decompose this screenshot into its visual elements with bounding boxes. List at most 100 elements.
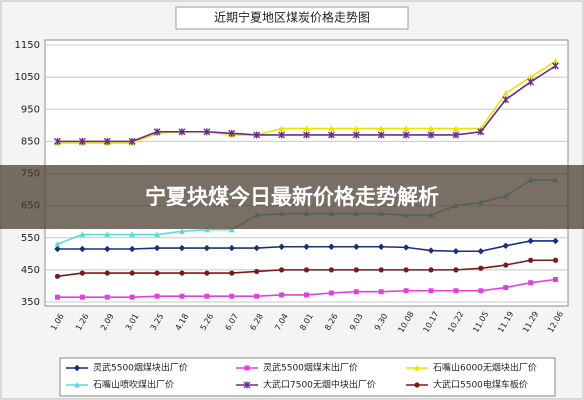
point: [427, 247, 435, 254]
point: [79, 270, 85, 276]
point: [403, 288, 409, 294]
point: [303, 267, 310, 273]
point: [453, 288, 459, 294]
point: [104, 245, 111, 253]
point: [478, 265, 484, 271]
point: [403, 267, 409, 273]
point: [278, 267, 285, 273]
point: [478, 288, 484, 294]
point: [104, 270, 110, 276]
point: [353, 243, 360, 250]
point: [129, 231, 136, 238]
point: [428, 125, 435, 132]
point: [502, 96, 510, 104]
point: [203, 226, 210, 233]
point: [79, 294, 85, 300]
point: [254, 293, 260, 299]
point: [178, 128, 186, 136]
y-tick-label: 950: [21, 104, 40, 115]
y-tick-label: 1050: [15, 72, 40, 83]
point: [428, 288, 434, 294]
y-tick-label: 1150: [15, 40, 40, 51]
point: [328, 243, 335, 250]
point: [328, 267, 335, 273]
point: [278, 125, 285, 132]
point: [353, 289, 359, 295]
point: [402, 244, 410, 251]
point: [178, 244, 186, 252]
point: [378, 289, 384, 295]
point: [228, 244, 235, 252]
point: [78, 137, 86, 145]
point: [79, 245, 86, 253]
y-tick-label: 350: [21, 297, 40, 308]
point: [229, 270, 235, 276]
point: [552, 62, 560, 70]
point: [103, 137, 111, 145]
legend-marker: [74, 382, 80, 388]
point: [203, 244, 211, 252]
point: [527, 237, 534, 245]
point: [53, 137, 61, 145]
point: [253, 131, 261, 139]
title-box: [175, 6, 409, 30]
point: [303, 131, 310, 139]
point: [403, 125, 410, 132]
chart-title: 近期宁夏地区煤炭价格走势图: [214, 10, 370, 25]
point: [378, 267, 384, 273]
point: [552, 257, 559, 263]
point: [204, 293, 210, 299]
point: [228, 226, 235, 233]
banner-band: [0, 165, 584, 229]
legend-marker: [73, 364, 81, 372]
point: [528, 280, 534, 286]
point: [353, 267, 359, 273]
point: [477, 248, 485, 255]
point: [527, 74, 534, 80]
point: [278, 131, 286, 139]
point: [178, 228, 185, 234]
point: [54, 273, 61, 279]
point: [128, 245, 136, 253]
point: [327, 131, 335, 139]
point: [503, 285, 509, 291]
point: [203, 128, 211, 136]
point: [254, 268, 260, 275]
point: [502, 242, 509, 249]
point: [402, 131, 410, 139]
point: [353, 125, 360, 132]
point: [154, 231, 161, 238]
y-tick-label: 850: [21, 136, 40, 147]
legend-label: 灵武5500烟煤块出厂价: [93, 362, 188, 374]
point: [477, 128, 485, 136]
legend-marker: [414, 382, 420, 388]
point: [129, 294, 135, 300]
point: [428, 267, 434, 273]
legend-marker: [243, 381, 251, 389]
point: [179, 270, 185, 276]
point: [154, 270, 160, 276]
point: [204, 270, 210, 276]
point: [328, 125, 335, 132]
point: [54, 241, 61, 247]
point: [153, 128, 161, 136]
legend-label: 石嘴山6000无烟块出厂价: [433, 362, 537, 374]
point: [553, 277, 559, 283]
point: [104, 231, 111, 238]
point: [328, 290, 334, 296]
point: [54, 245, 61, 253]
point: [104, 294, 110, 300]
point: [378, 243, 385, 250]
legend-label: 石嘴山喷吹煤出厂价: [93, 379, 174, 391]
banner-text: 宁夏块煤今日最新价格走势解析: [145, 185, 439, 209]
point: [279, 292, 285, 298]
point: [427, 131, 435, 139]
point: [79, 231, 86, 238]
point: [229, 293, 235, 299]
point: [154, 293, 160, 299]
legend-label: 大武口7500无烟中块出厂价: [263, 379, 376, 391]
point: [503, 262, 509, 268]
point: [352, 131, 360, 139]
point: [452, 248, 460, 255]
